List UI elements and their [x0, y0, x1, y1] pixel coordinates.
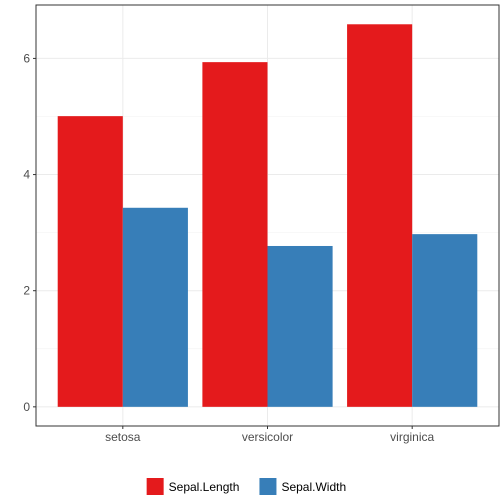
legend-label: Sepal.Width	[281, 480, 346, 494]
legend: Sepal.Length Sepal.Width	[146, 478, 346, 495]
bars	[57, 24, 478, 407]
legend-label: Sepal.Length	[169, 480, 240, 494]
x-tick-label: virginica	[390, 430, 434, 444]
y-tick-label: 2	[23, 284, 30, 298]
legend-key-sepal-width	[259, 478, 277, 495]
bar-sepal-length-setosa	[57, 116, 123, 407]
bar-sepal-width-versicolor	[267, 245, 333, 407]
bar-sepal-length-versicolor	[202, 62, 268, 407]
bar-sepal-length-virginica	[347, 24, 413, 407]
y-tick-label: 6	[23, 51, 30, 65]
y-axis: 0 2 4 6	[23, 51, 36, 414]
y-tick-label: 0	[23, 400, 30, 414]
x-tick-label: versicolor	[242, 430, 293, 444]
bar-sepal-width-setosa	[122, 207, 188, 407]
x-axis: setosa versicolor virginica	[105, 426, 435, 444]
y-tick-label: 4	[23, 168, 30, 182]
bar-sepal-width-virginica	[412, 234, 478, 407]
x-tick-label: setosa	[105, 430, 141, 444]
legend-key-sepal-length	[146, 478, 164, 495]
